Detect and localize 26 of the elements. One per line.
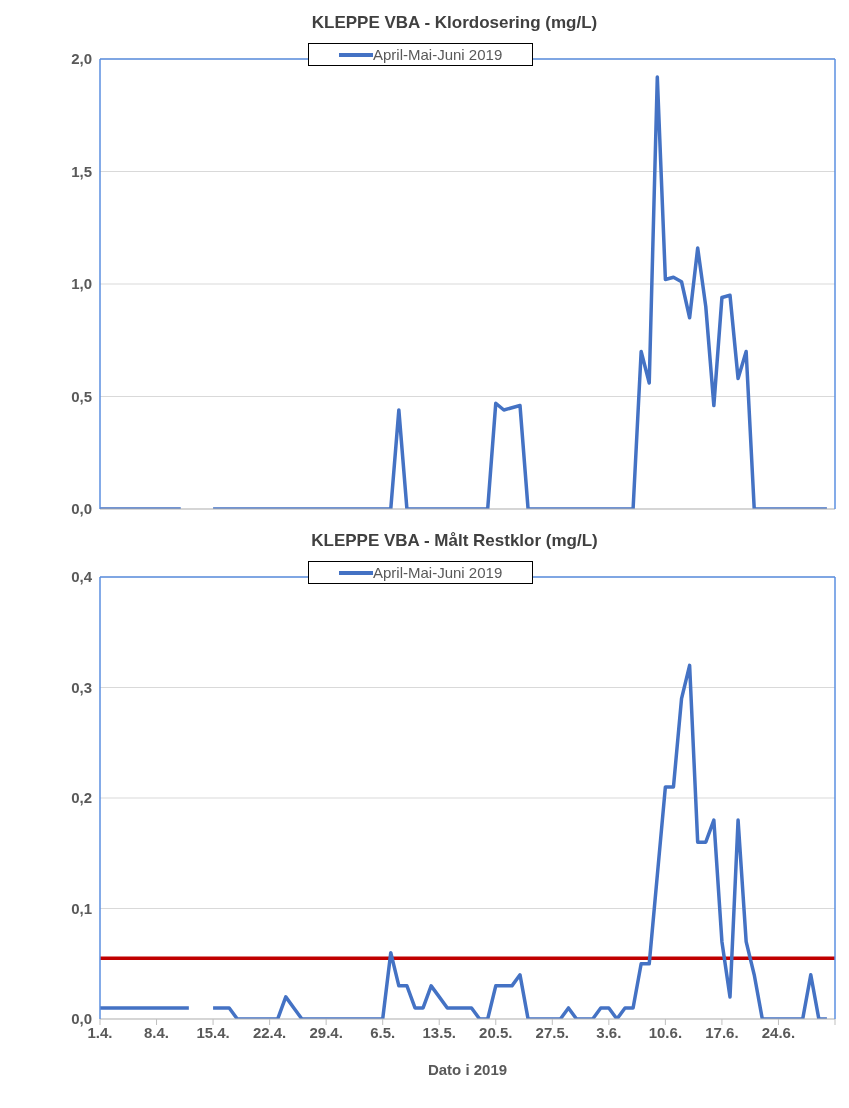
y-tick-label: 0,1	[71, 899, 92, 917]
x-axis-title: Dato i 2019	[427, 1061, 508, 1078]
x-tick-label: 22.4.	[252, 1023, 287, 1041]
x-tick-label: 24.6.	[761, 1023, 796, 1041]
x-tick-label: 17.6.	[705, 1023, 739, 1041]
y-tick-label: 1,5	[71, 162, 92, 180]
chart-title: KLEPPE VBA - Målt Restklor (mg/L)	[310, 530, 599, 552]
y-tick-label: 0,4	[71, 568, 93, 586]
x-tick-label: 15.4.	[196, 1023, 230, 1041]
y-tick-label: 0,0	[71, 500, 92, 518]
legend-label: April-Mai-Juni 2019	[373, 564, 503, 581]
legend-label: April-Mai-Juni 2019	[373, 46, 503, 63]
x-tick-label: 8.4.	[144, 1023, 170, 1041]
x-tick-label: 13.5.	[422, 1023, 456, 1041]
x-tick-label: 3.6.	[596, 1023, 622, 1041]
x-tick-label: 6.5.	[370, 1023, 396, 1041]
y-tick-label: 0,3	[71, 678, 92, 696]
y-tick-label: 0,5	[71, 387, 92, 405]
y-tick-label: 0,2	[71, 789, 92, 807]
x-tick-label: 29.4.	[309, 1023, 343, 1041]
x-tick-label: 27.5.	[535, 1023, 569, 1041]
y-tick-label: 2,0	[71, 50, 92, 68]
chart-title: KLEPPE VBA - Klordosering (mg/L)	[310, 12, 599, 34]
y-tick-label: 1,0	[71, 275, 92, 293]
x-tick-label: 10.6.	[648, 1023, 683, 1041]
x-tick-label: 20.5.	[479, 1023, 513, 1041]
